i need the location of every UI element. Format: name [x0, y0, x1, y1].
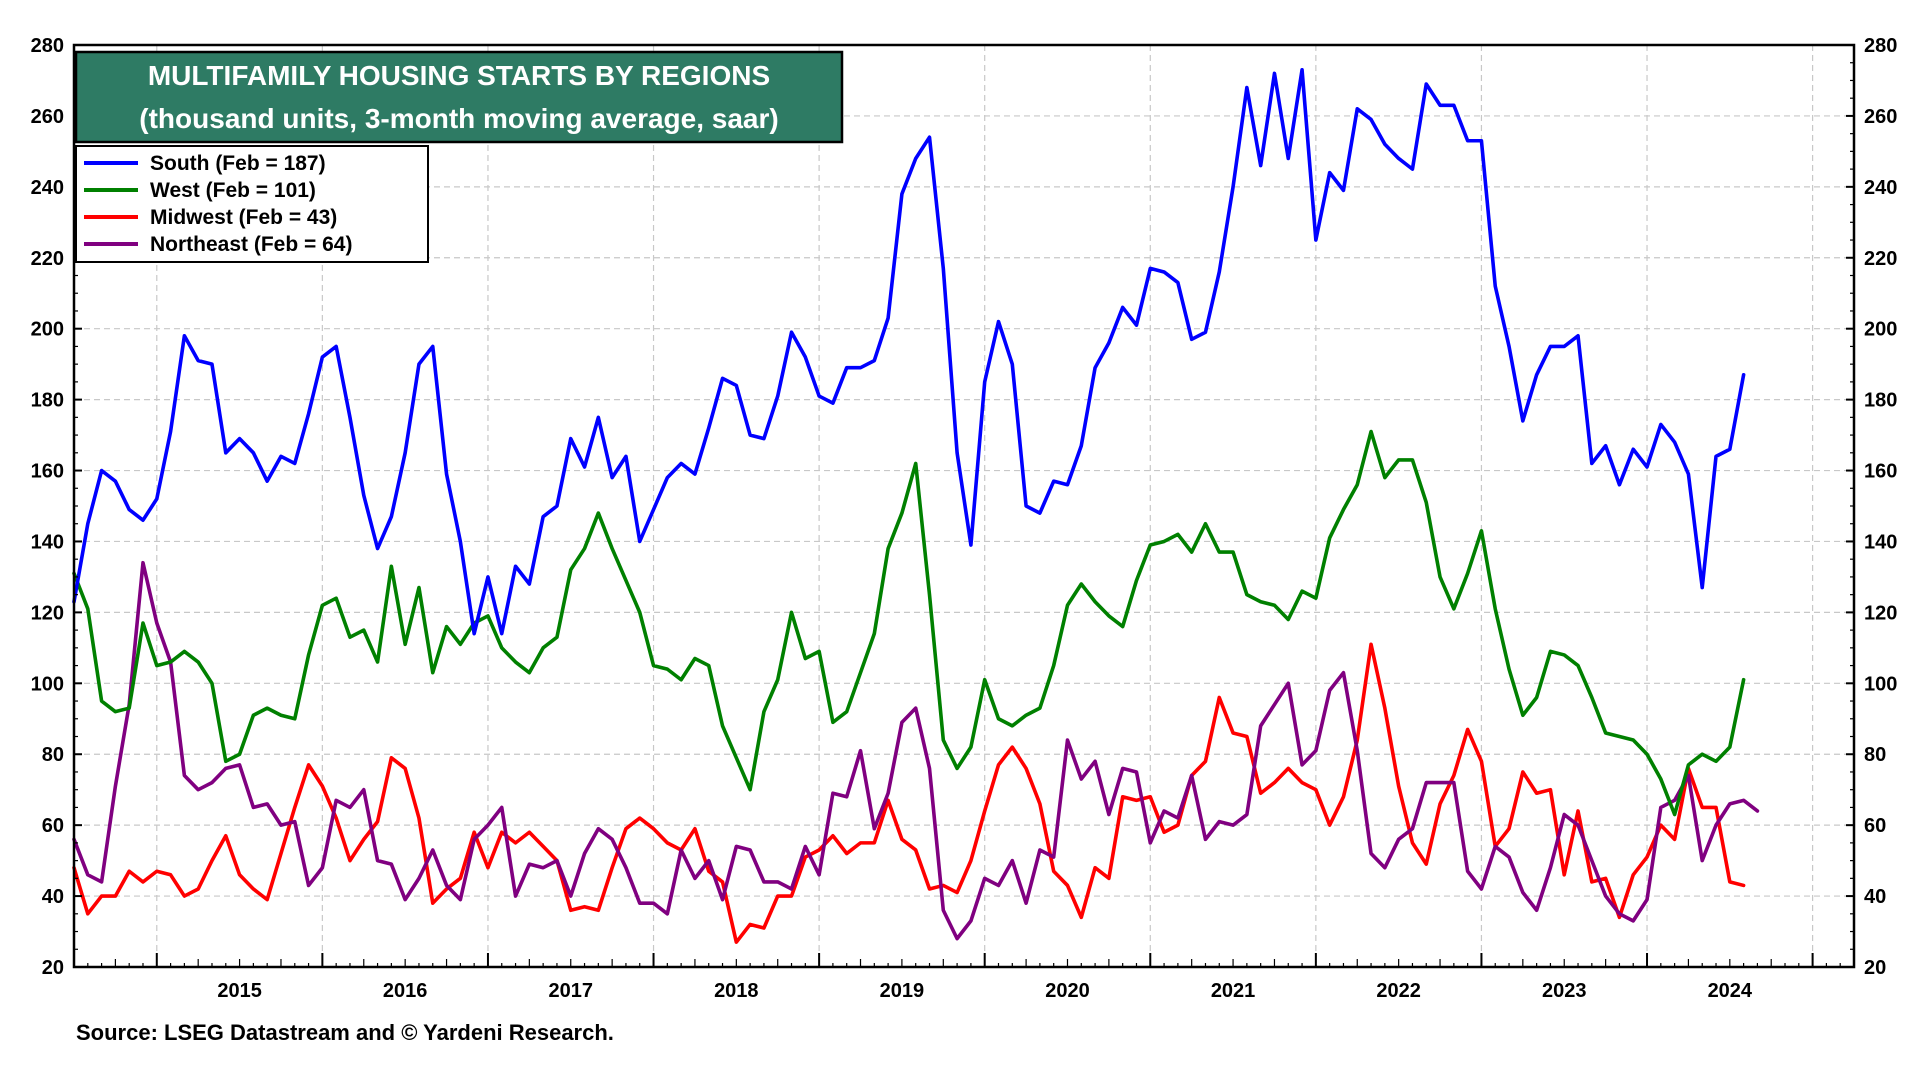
legend-label-west: West (Feb = 101)	[150, 179, 316, 202]
y-tick-label-left: 120	[31, 602, 64, 624]
y-tick-label-right: 40	[1864, 886, 1886, 908]
y-tick-label-right: 280	[1864, 35, 1897, 57]
x-tick-label: 2023	[1542, 980, 1587, 1002]
y-tick-label-right: 100	[1864, 673, 1897, 695]
series-line-northeast	[72, 560, 1760, 941]
y-tick-label-left: 100	[31, 673, 64, 695]
x-tick-label: 2020	[1045, 980, 1090, 1002]
y-tick-label-right: 180	[1864, 390, 1897, 412]
legend-label-northeast: Northeast (Feb = 64)	[150, 233, 352, 256]
title-box-background	[74, 50, 844, 144]
title-box: MULTIFAMILY HOUSING STARTS BY REGIONS (t…	[74, 50, 844, 144]
series-line-west	[72, 429, 1746, 817]
legend: South (Feb = 187) West (Feb = 101) Midwest…	[75, 145, 429, 263]
y-tick-label-left: 200	[31, 319, 64, 341]
x-tick-label: 2015	[217, 980, 262, 1002]
series-line-midwest	[72, 642, 1746, 944]
x-tick-label: 2019	[880, 980, 925, 1002]
chart-subtitle: (thousand units, 3-month moving average,…	[139, 103, 778, 134]
legend-label-midwest: Midwest (Feb = 43)	[150, 206, 337, 229]
y-tick-label-right: 220	[1864, 248, 1897, 270]
y-axis-labels: 20 20 40 40 60 60 80 80 100 100 120 120 140 140 160 160…	[31, 35, 1898, 979]
axis-ticks	[73, 44, 1855, 968]
y-tick-label-right: 20	[1864, 957, 1886, 979]
y-tick-label-right: 260	[1864, 106, 1897, 128]
y-tick-label-left: 160	[31, 461, 64, 483]
y-tick-label-left: 40	[42, 886, 64, 908]
x-tick-label: 2016	[383, 980, 428, 1002]
series-layer	[72, 68, 1760, 944]
legend-label-south: South (Feb = 187)	[150, 152, 326, 175]
y-tick-label-left: 280	[31, 35, 64, 57]
x-tick-label: 2017	[548, 980, 593, 1002]
y-tick-label-right: 120	[1864, 602, 1897, 624]
y-tick-label-right: 200	[1864, 319, 1897, 341]
y-tick-label-right: 160	[1864, 461, 1897, 483]
source-note: Source: LSEG Datastream and © Yardeni Re…	[76, 1020, 614, 1045]
x-tick-label: 2024	[1708, 980, 1753, 1002]
y-tick-label-right: 60	[1864, 815, 1886, 837]
y-tick-label-left: 260	[31, 106, 64, 128]
x-tick-label: 2022	[1376, 980, 1421, 1002]
x-tick-label: 2018	[714, 980, 759, 1002]
x-tick-label: 2021	[1211, 980, 1256, 1002]
y-tick-label-left: 220	[31, 248, 64, 270]
y-tick-label-left: 60	[42, 815, 64, 837]
series-line-south	[72, 68, 1746, 636]
y-tick-label-left: 80	[42, 744, 64, 766]
y-tick-label-left: 140	[31, 531, 64, 553]
y-tick-label-right: 140	[1864, 531, 1897, 553]
chart-title: MULTIFAMILY HOUSING STARTS BY REGIONS	[148, 60, 770, 91]
y-tick-label-left: 240	[31, 177, 64, 199]
y-tick-label-right: 240	[1864, 177, 1897, 199]
y-tick-label-left: 20	[42, 957, 64, 979]
x-axis-labels: 2015 2016 2017 2018 2019 2020 2021 2022 2023 2024	[217, 980, 1753, 1002]
y-tick-label-right: 80	[1864, 744, 1886, 766]
y-tick-label-left: 180	[31, 390, 64, 412]
